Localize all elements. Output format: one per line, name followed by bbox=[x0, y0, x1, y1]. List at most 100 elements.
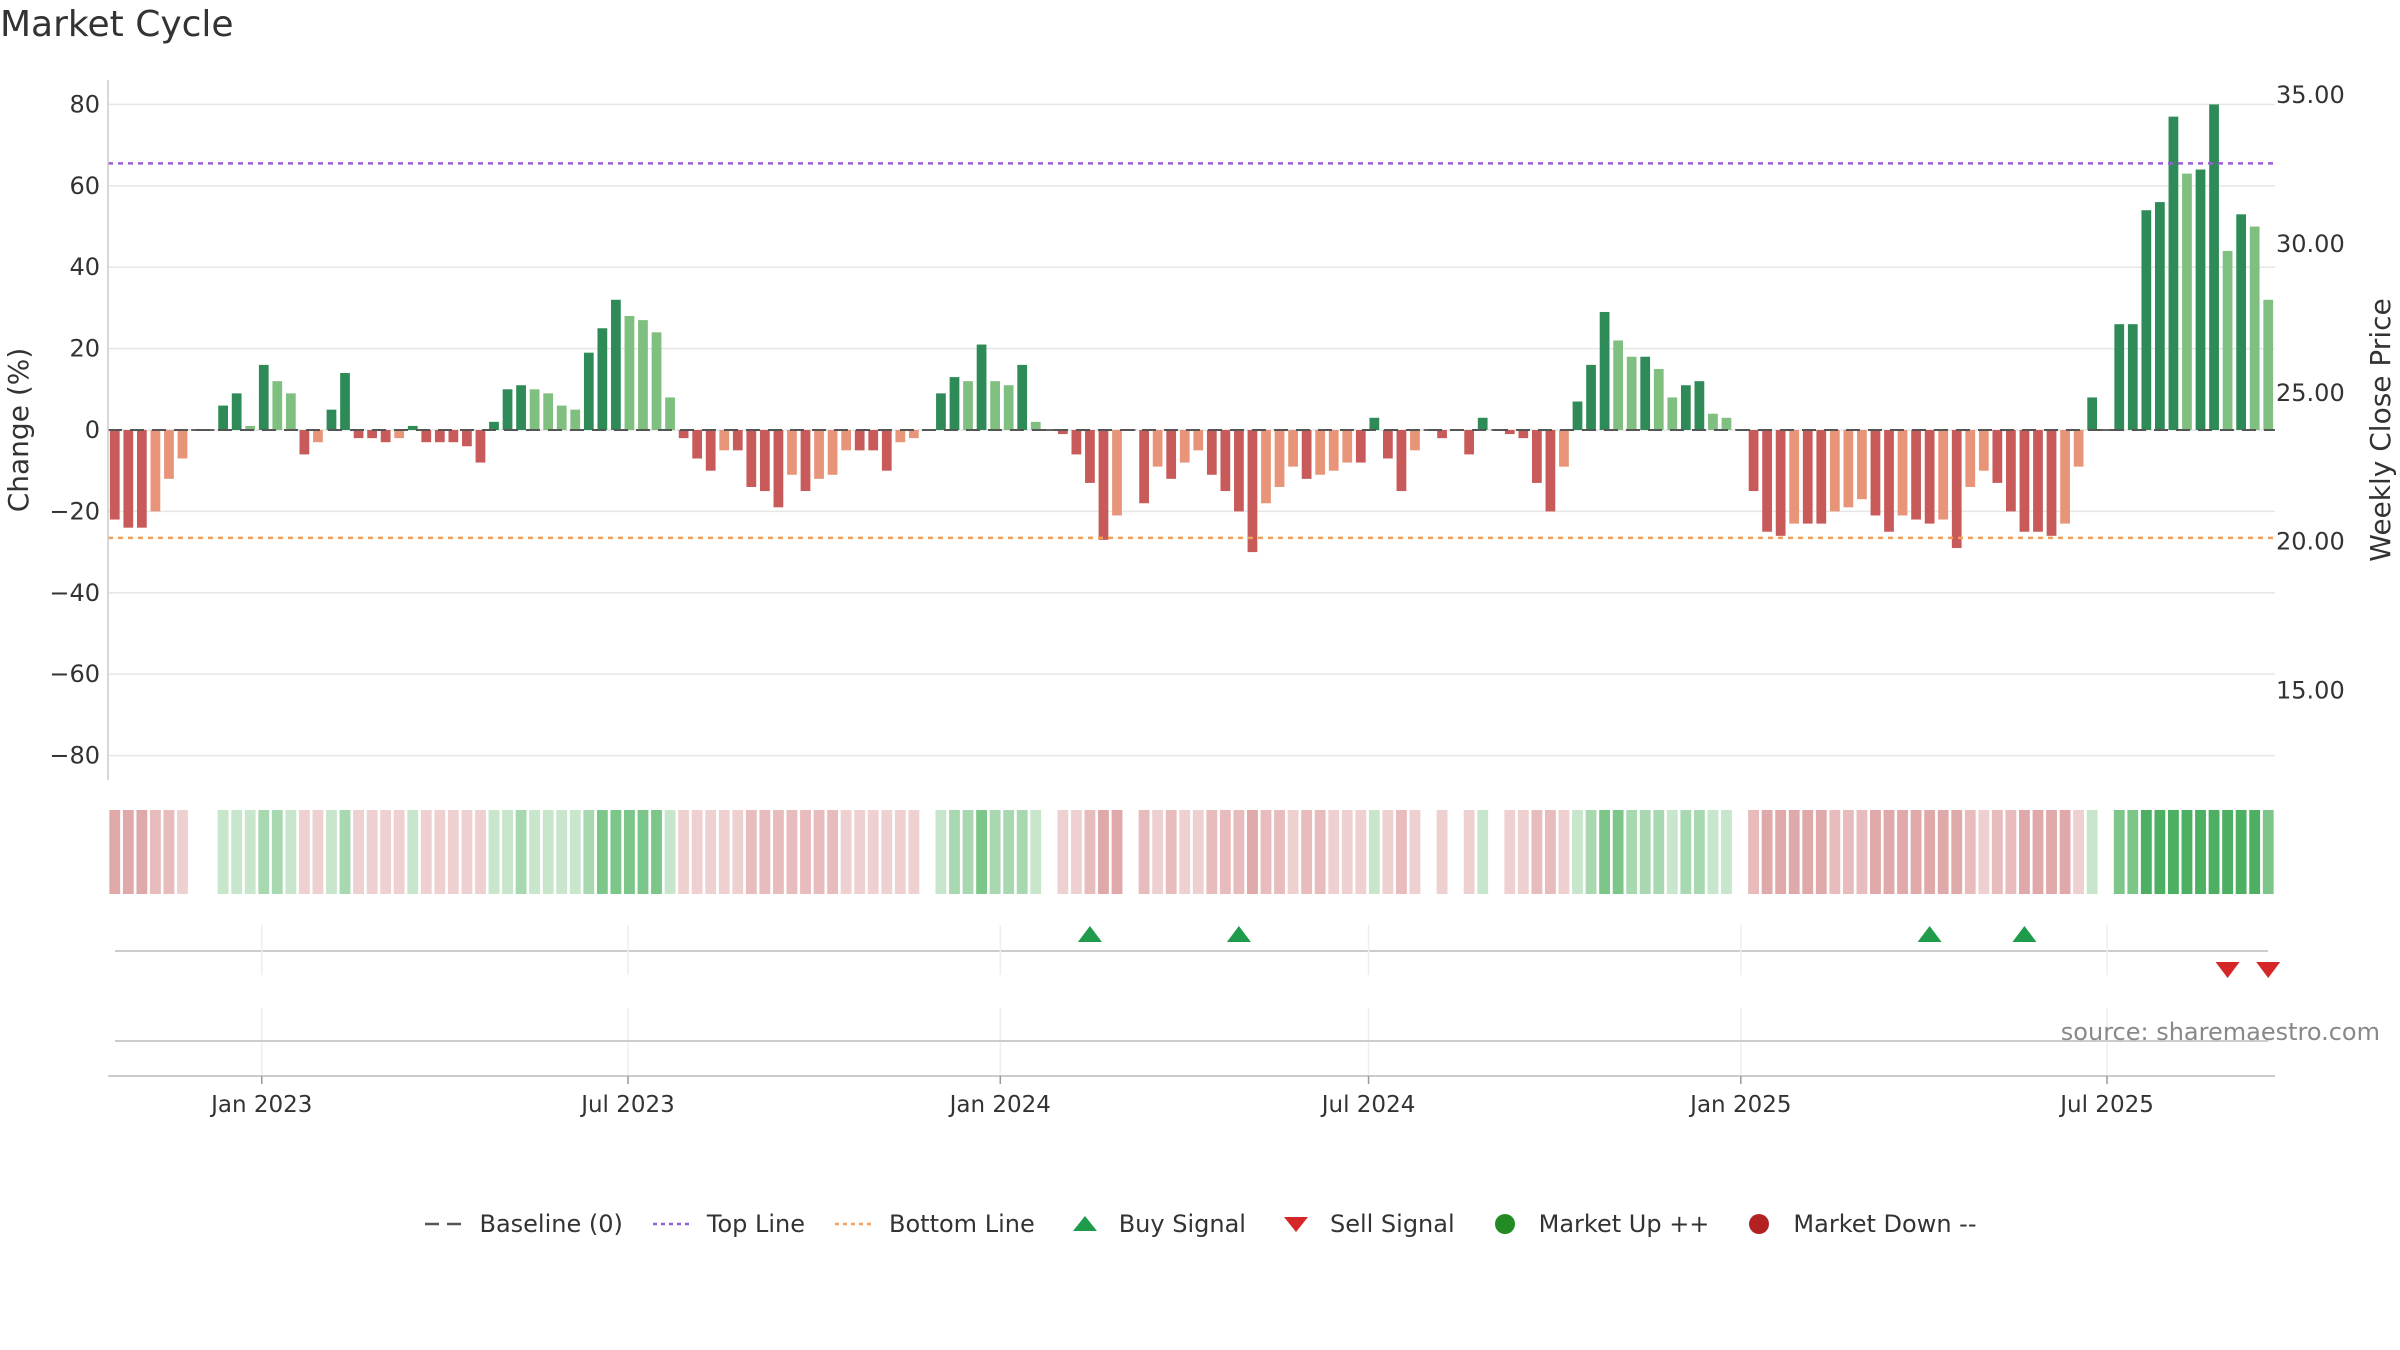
strip-cell bbox=[1274, 810, 1285, 894]
bar bbox=[1328, 430, 1339, 471]
strip-cell bbox=[1544, 810, 1556, 894]
strip-cell bbox=[1070, 810, 1082, 894]
strip-cell bbox=[1761, 810, 1773, 894]
strip-cell bbox=[1815, 810, 1827, 894]
bar bbox=[1504, 430, 1515, 435]
bar bbox=[963, 381, 973, 430]
strip-cell bbox=[583, 810, 595, 894]
bar bbox=[1369, 417, 1380, 430]
strip-cell bbox=[610, 810, 622, 894]
bar bbox=[773, 430, 784, 508]
bar bbox=[1843, 430, 1854, 508]
strip-cell bbox=[2208, 810, 2220, 894]
strip-cell bbox=[1016, 810, 1028, 894]
sell-signal-marker bbox=[2215, 962, 2240, 978]
strip-cell bbox=[1233, 810, 1245, 894]
strip-cell bbox=[976, 810, 987, 894]
buy-signal-marker bbox=[1226, 926, 1251, 942]
bar bbox=[759, 430, 770, 492]
bar bbox=[1992, 430, 2003, 483]
strip-cell bbox=[1436, 810, 1448, 894]
strip-cell bbox=[2249, 810, 2261, 894]
legend: Baseline (0) Top Line Bottom Line Buy Signa… bbox=[0, 1194, 2400, 1254]
strip-cell bbox=[515, 810, 527, 894]
bar bbox=[245, 425, 256, 430]
strip-cell bbox=[1057, 810, 1069, 894]
y-tick-label: −20 bbox=[49, 497, 100, 525]
strip-cell bbox=[1125, 810, 1136, 894]
strip-cell bbox=[1937, 810, 1949, 894]
y2-axis-title: Weekly Close Price bbox=[2364, 298, 2397, 561]
strip-cell bbox=[1396, 810, 1407, 894]
bar bbox=[2127, 324, 2138, 430]
bar bbox=[326, 409, 337, 430]
strip-cell bbox=[1314, 810, 1326, 894]
bar bbox=[705, 430, 716, 471]
strip-cell bbox=[407, 810, 419, 894]
circle-icon bbox=[1494, 1214, 1515, 1234]
strip-cell bbox=[1341, 810, 1353, 894]
bar bbox=[2033, 430, 2043, 532]
bar bbox=[936, 393, 946, 430]
bar bbox=[597, 328, 608, 430]
x-tick-label: Jan 2025 bbox=[1688, 1092, 1791, 1118]
strip-cell bbox=[1030, 810, 1042, 894]
strip-cell bbox=[1924, 810, 1936, 894]
bar bbox=[1884, 430, 1894, 532]
strip-cell bbox=[867, 810, 879, 894]
legend-label: Baseline (0) bbox=[479, 1210, 623, 1238]
bar bbox=[1978, 430, 1989, 471]
y-tick-label: −80 bbox=[49, 742, 100, 770]
strip-cell bbox=[935, 810, 947, 894]
strip-cell bbox=[271, 810, 283, 894]
bar bbox=[1762, 430, 1772, 532]
strip-cell bbox=[624, 810, 635, 894]
legend-item: Top Line bbox=[651, 1210, 805, 1238]
bar bbox=[394, 430, 405, 439]
strip-cell bbox=[217, 810, 229, 894]
strip-cell bbox=[921, 810, 933, 894]
bar bbox=[692, 430, 703, 459]
strip-cell bbox=[705, 810, 717, 894]
strip-cell bbox=[2059, 810, 2071, 894]
bar bbox=[2046, 430, 2057, 536]
bar bbox=[841, 430, 852, 451]
dotted-line-icon bbox=[652, 1222, 693, 1226]
bar bbox=[2141, 210, 2152, 430]
strip-cell bbox=[1382, 810, 1394, 894]
strip-cell bbox=[258, 810, 270, 894]
strip-cell bbox=[1260, 810, 1272, 894]
triangle-up-icon bbox=[1072, 1216, 1097, 1231]
strip-cell bbox=[949, 810, 960, 894]
strip-cell bbox=[312, 810, 324, 894]
bar bbox=[231, 393, 242, 430]
bar bbox=[800, 430, 811, 492]
strip-cell bbox=[651, 810, 662, 894]
strip-cell bbox=[1423, 810, 1434, 894]
bar bbox=[1166, 430, 1177, 479]
bar bbox=[1355, 430, 1366, 463]
strip-cell bbox=[664, 810, 676, 894]
strip-cell bbox=[2032, 810, 2044, 894]
bar bbox=[1261, 430, 1271, 504]
bar bbox=[2155, 202, 2165, 430]
bar bbox=[1247, 430, 1258, 553]
strip-cell bbox=[854, 810, 866, 894]
bar bbox=[1098, 430, 1109, 540]
bar bbox=[1030, 421, 1041, 430]
bar bbox=[827, 430, 838, 475]
strip-cell bbox=[1964, 810, 1976, 894]
strip-cell bbox=[1951, 810, 1963, 894]
bar bbox=[1829, 430, 1840, 512]
strip-cell bbox=[380, 810, 392, 894]
bar bbox=[123, 430, 134, 528]
strip-cell bbox=[163, 810, 175, 894]
bar bbox=[854, 430, 865, 451]
strip-cell bbox=[1734, 810, 1746, 894]
strip-cell bbox=[177, 810, 188, 894]
bar bbox=[1315, 430, 1326, 475]
strip-cell bbox=[786, 810, 798, 894]
y2-tick-label: 20.00 bbox=[2276, 528, 2345, 556]
x-tick-label: Jan 2023 bbox=[209, 1092, 312, 1118]
strip-cell bbox=[353, 810, 364, 894]
